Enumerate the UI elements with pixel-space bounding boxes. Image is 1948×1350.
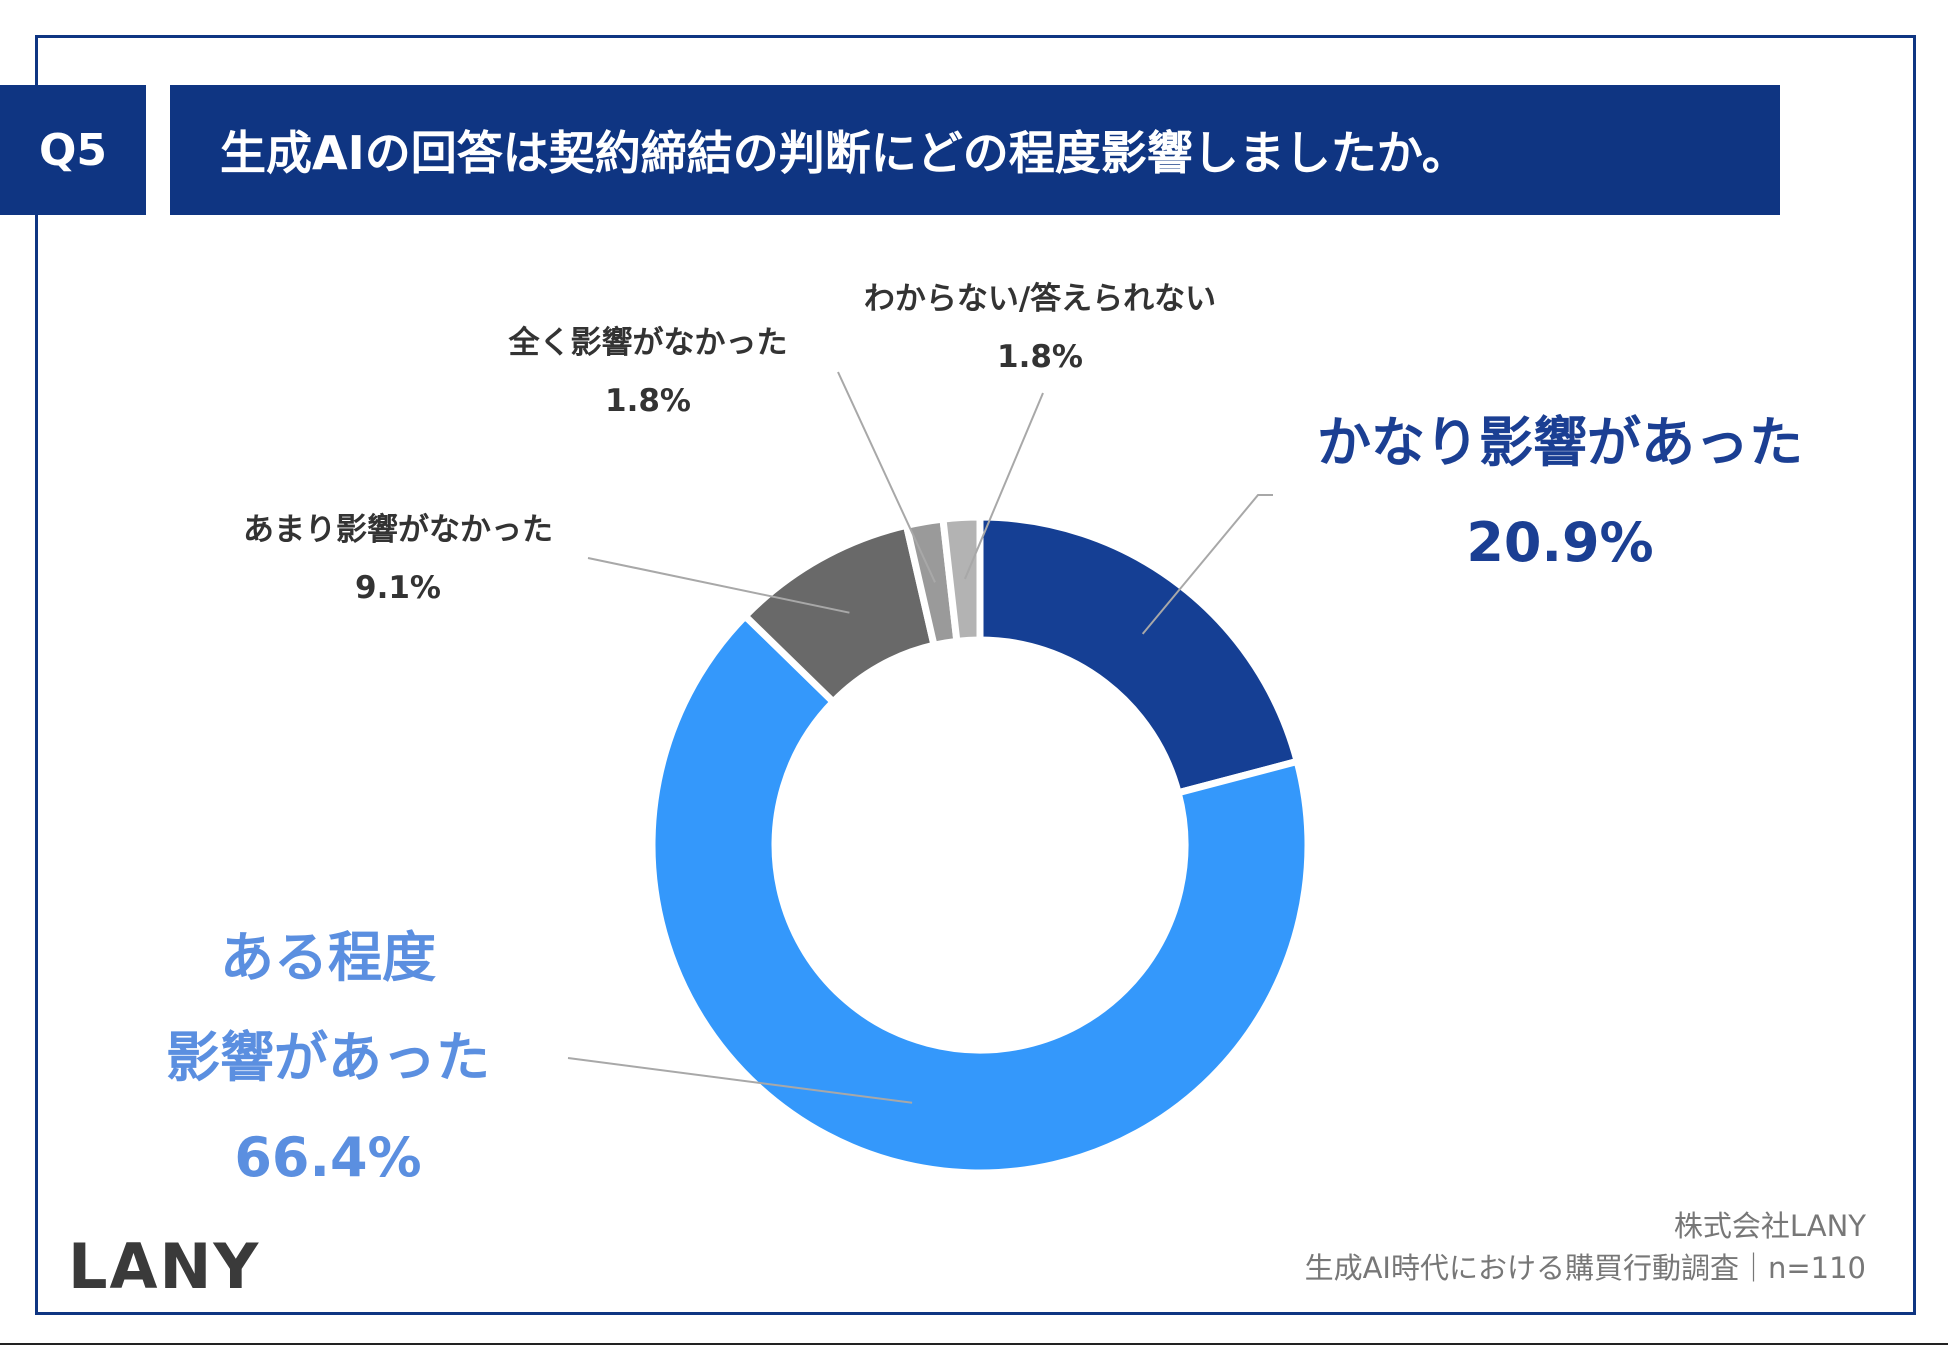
source-company: 株式会社LANY [1673, 1209, 1866, 1243]
donut-slices [648, 513, 1312, 1177]
company-logo: LANY [68, 1230, 261, 1303]
label-slice-not-much: あまり影響がなかった 9.1% [243, 501, 553, 617]
slice-somewhat [648, 611, 1312, 1177]
slice-very-much [976, 513, 1302, 798]
slide-frame [35, 35, 1916, 1315]
slice-unknown [939, 513, 984, 646]
label-none-name: 全く影響がなかった [508, 325, 788, 361]
label-very-much-value: 20.9% [1466, 511, 1654, 574]
leader-unknown [964, 392, 1044, 580]
label-slice-very-much: かなり影響があった 20.9% [1317, 393, 1803, 593]
question-number-badge: Q5 [0, 85, 146, 215]
label-very-much-name: かなり影響があった [1317, 411, 1803, 474]
label-none-value: 1.8% [605, 383, 691, 419]
leader-not-much [587, 557, 850, 614]
leader-somewhat [567, 1057, 913, 1104]
leader-very-much [1141, 494, 1273, 635]
label-unknown-value: 1.8% [997, 339, 1083, 375]
label-somewhat-line2: 影響があった [166, 1026, 490, 1089]
label-somewhat-value: 66.4% [234, 1126, 422, 1189]
leader-none [837, 371, 936, 583]
question-title: 生成AIの回答は契約締結の判断にどの程度影響しましたか。 [170, 85, 1780, 215]
label-slice-none: 全く影響がなかった 1.8% [509, 314, 788, 430]
source-survey: 生成AI時代における購買行動調査｜n=110 [1304, 1251, 1866, 1285]
label-not-much-name: あまり影響がなかった [243, 512, 553, 548]
label-unknown-name: わからない/答えられない [863, 281, 1217, 317]
label-somewhat-line1: ある程度 [220, 926, 436, 989]
leader-lines [567, 371, 1273, 1104]
bottom-rule [0, 1343, 1948, 1345]
label-slice-somewhat: ある程度 影響があった 66.4% [166, 908, 490, 1208]
label-slice-unknown: わからない/答えられない 1.8% [864, 270, 1216, 386]
source-note: 株式会社LANY 生成AI時代における購買行動調査｜n=110 [1305, 1205, 1866, 1289]
label-not-much-value: 9.1% [355, 570, 441, 606]
